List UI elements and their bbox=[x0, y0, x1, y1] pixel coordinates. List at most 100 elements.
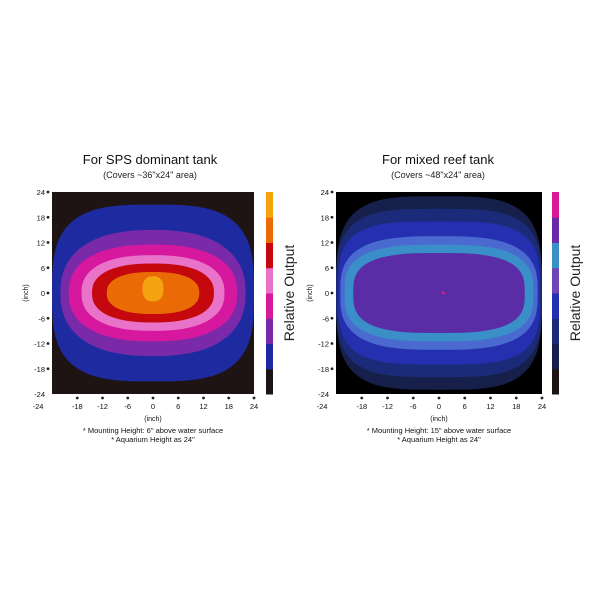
y-tick-mark bbox=[46, 241, 50, 244]
colorbar-segment bbox=[266, 293, 273, 319]
footnote: * Mounting Height: 6" above water surfac… bbox=[83, 426, 223, 435]
colorbar-segment bbox=[266, 318, 273, 344]
x-tick-mark bbox=[489, 396, 492, 400]
x-tick-label: -24 bbox=[317, 402, 328, 411]
x-tick-label: 12 bbox=[486, 402, 494, 411]
y-tick-label: 12 bbox=[321, 239, 329, 248]
colorbar-segment bbox=[552, 192, 559, 218]
y-tick-label: -24 bbox=[318, 390, 329, 399]
y-axis-label: (inch) bbox=[307, 284, 314, 302]
colorbar-segment bbox=[266, 343, 273, 370]
y-tick-label: -18 bbox=[34, 365, 45, 374]
colorbar: Relative Output bbox=[266, 192, 297, 395]
colorbar-segment bbox=[552, 217, 559, 243]
y-tick-label: 0 bbox=[41, 289, 45, 298]
y-tick-label: 18 bbox=[37, 213, 45, 222]
x-tick-label: -18 bbox=[356, 402, 367, 411]
chart-subtitle: (Covers ~36"x24" area) bbox=[103, 170, 197, 180]
x-tick-mark bbox=[151, 396, 155, 400]
x-tick-label: -12 bbox=[382, 402, 393, 411]
x-tick-label: 6 bbox=[176, 402, 180, 411]
x-tick-mark bbox=[126, 396, 130, 400]
colorbar-label: Relative Output bbox=[567, 245, 583, 342]
y-tick-label: 24 bbox=[37, 188, 45, 197]
x-tick-mark bbox=[252, 396, 256, 400]
colorbar: Relative Output bbox=[552, 192, 583, 395]
colorbar-segment bbox=[266, 368, 273, 395]
x-tick-label: -18 bbox=[72, 402, 83, 411]
y-tick-label: 18 bbox=[321, 213, 329, 222]
chart-title: For SPS dominant tank bbox=[83, 152, 218, 167]
y-tick-mark bbox=[330, 190, 334, 194]
y-tick-mark bbox=[46, 291, 50, 295]
y-tick-mark bbox=[330, 316, 334, 320]
colorbar-segment bbox=[552, 368, 559, 395]
heatmap-panel-1: For SPS dominant tank (Covers ~36"x24" ar… bbox=[23, 152, 297, 444]
x-tick-mark bbox=[176, 396, 180, 400]
heatmap-panel-2: For mixed reef tank (Covers ~48"x24" area… bbox=[307, 152, 583, 444]
y-tick-mark bbox=[46, 215, 50, 219]
x-tick-label: -6 bbox=[124, 402, 131, 411]
y-tick-label: 24 bbox=[321, 188, 329, 197]
colorbar-segment bbox=[552, 343, 559, 370]
x-tick-mark bbox=[411, 396, 415, 400]
footnote: * Aquarium Height as 24" bbox=[111, 435, 195, 444]
heatmap-area bbox=[336, 192, 542, 394]
colorbar-segment bbox=[552, 318, 559, 344]
y-tick-label: -6 bbox=[38, 314, 45, 323]
y-tick-label: 0 bbox=[325, 289, 329, 298]
heatmap-area bbox=[52, 192, 254, 394]
chart-subtitle: (Covers ~48"x24" area) bbox=[391, 170, 485, 180]
x-tick-label: 0 bbox=[437, 402, 441, 411]
y-tick-mark bbox=[330, 342, 334, 345]
colorbar-segment bbox=[552, 242, 559, 269]
x-tick-mark bbox=[514, 396, 518, 400]
x-tick-label: 12 bbox=[199, 402, 207, 411]
x-tick-label: -24 bbox=[33, 402, 44, 411]
x-tick-mark bbox=[386, 396, 389, 400]
x-tick-label: 24 bbox=[538, 402, 546, 411]
y-tick-label: 6 bbox=[325, 264, 329, 273]
center-marker bbox=[441, 291, 445, 295]
x-tick-mark bbox=[202, 396, 205, 400]
y-tick-label: -24 bbox=[34, 390, 45, 399]
footnote: * Aquarium Height as 24" bbox=[397, 435, 481, 444]
chart-title: For mixed reef tank bbox=[382, 152, 494, 167]
x-tick-label: -6 bbox=[410, 402, 417, 411]
y-tick-mark bbox=[330, 215, 334, 219]
contour-level-7 bbox=[142, 276, 164, 302]
y-tick-mark bbox=[330, 266, 334, 270]
x-tick-label: 18 bbox=[225, 402, 233, 411]
y-tick-label: -6 bbox=[322, 314, 329, 323]
y-tick-mark bbox=[46, 316, 50, 320]
y-tick-mark bbox=[46, 190, 50, 194]
contour-level-6 bbox=[353, 253, 525, 333]
x-tick-mark bbox=[540, 396, 544, 400]
colorbar-segment bbox=[266, 217, 273, 243]
y-tick-label: 6 bbox=[41, 264, 45, 273]
x-tick-label: 6 bbox=[463, 402, 467, 411]
x-tick-mark bbox=[437, 396, 441, 400]
y-tick-label: -12 bbox=[34, 340, 45, 349]
colorbar-segment bbox=[552, 293, 559, 319]
y-axis-label: (inch) bbox=[23, 284, 30, 302]
x-tick-mark bbox=[227, 396, 231, 400]
colorbar-segment bbox=[266, 267, 273, 294]
x-tick-label: 0 bbox=[151, 402, 155, 411]
x-tick-mark bbox=[463, 396, 467, 400]
y-tick-mark bbox=[46, 266, 50, 270]
x-axis-label: (inch) bbox=[144, 416, 162, 423]
footnote: * Mounting Height: 15" above water surfa… bbox=[367, 426, 511, 435]
colorbar-label: Relative Output bbox=[281, 245, 297, 342]
y-tick-mark bbox=[330, 367, 334, 371]
y-tick-label: -18 bbox=[318, 365, 329, 374]
y-tick-label: 12 bbox=[37, 239, 45, 248]
x-tick-mark bbox=[75, 396, 79, 400]
colorbar-segment bbox=[266, 242, 273, 269]
x-axis-label: (inch) bbox=[430, 416, 448, 423]
x-tick-mark bbox=[360, 396, 364, 400]
y-tick-mark bbox=[330, 291, 334, 295]
colorbar-segment bbox=[266, 192, 273, 218]
y-tick-mark bbox=[330, 241, 334, 244]
